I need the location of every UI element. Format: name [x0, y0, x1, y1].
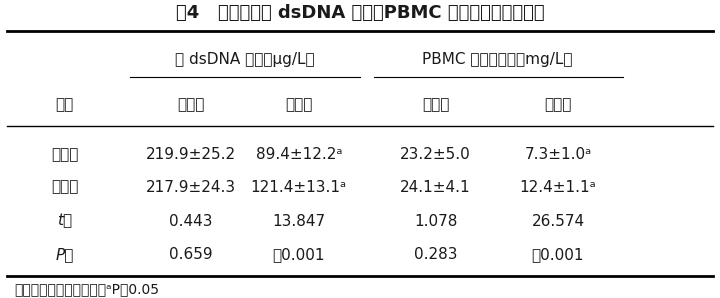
Text: ＜0.001: ＜0.001: [273, 247, 325, 262]
Text: t值: t值: [57, 214, 73, 229]
Text: 观察组: 观察组: [51, 147, 78, 162]
Text: 1.078: 1.078: [414, 214, 457, 229]
Text: 12.4±1.1ᵃ: 12.4±1.1ᵃ: [520, 180, 596, 195]
Text: 注：与同组治疗前比较，ᵃP＜0.05: 注：与同组治疗前比较，ᵃP＜0.05: [14, 282, 159, 296]
Text: PBMC 蛋白质羰基（mg/L）: PBMC 蛋白质羰基（mg/L）: [421, 52, 572, 67]
Text: 抗 dsDNA 抗体（μg/L）: 抗 dsDNA 抗体（μg/L）: [175, 52, 315, 67]
Text: 治疗前: 治疗前: [422, 97, 449, 112]
Text: 治疗后: 治疗后: [285, 97, 312, 112]
Text: 表4   两组患者抗 dsDNA 抗体、PBMC 蛋白质羰基浓度比较: 表4 两组患者抗 dsDNA 抗体、PBMC 蛋白质羰基浓度比较: [176, 4, 544, 22]
Text: 0.659: 0.659: [169, 247, 212, 262]
Text: 7.3±1.0ᵃ: 7.3±1.0ᵃ: [524, 147, 592, 162]
Text: 89.4±12.2ᵃ: 89.4±12.2ᵃ: [256, 147, 342, 162]
Text: 121.4±13.1ᵃ: 121.4±13.1ᵃ: [251, 180, 347, 195]
Text: 23.2±5.0: 23.2±5.0: [400, 147, 471, 162]
Text: ＜0.001: ＜0.001: [532, 247, 584, 262]
Text: 治疗前: 治疗前: [177, 97, 204, 112]
Text: 24.1±4.1: 24.1±4.1: [400, 180, 471, 195]
Text: 对照组: 对照组: [51, 180, 78, 195]
Text: 组别: 组别: [55, 97, 74, 112]
Text: 26.574: 26.574: [531, 214, 585, 229]
Text: 0.283: 0.283: [414, 247, 457, 262]
Text: P值: P值: [55, 247, 74, 262]
Text: 治疗后: 治疗后: [544, 97, 572, 112]
Text: 0.443: 0.443: [169, 214, 212, 229]
Text: 13.847: 13.847: [272, 214, 325, 229]
Text: 217.9±24.3: 217.9±24.3: [145, 180, 236, 195]
Text: 219.9±25.2: 219.9±25.2: [145, 147, 236, 162]
